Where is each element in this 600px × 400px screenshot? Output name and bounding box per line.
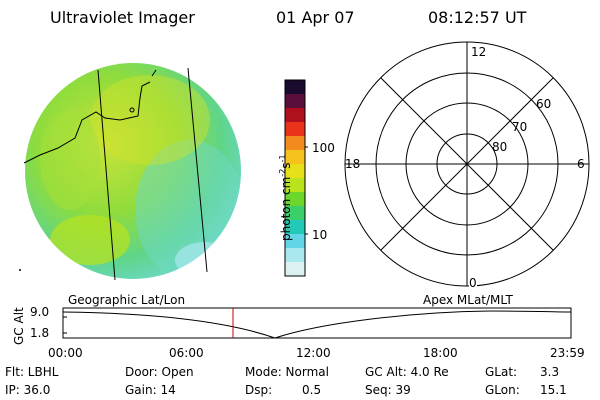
colorbar-swatches [285,80,305,277]
status-glat-label: GLat: [485,365,518,379]
colorbar-swatch [285,94,305,109]
polar-label-60: 60 [536,97,552,111]
status-gc-alt: GC Alt: 4.0 Re [365,365,449,379]
status-gain: Gain: 14 [125,383,176,397]
status-ip: IP: 36.0 [5,383,51,397]
colorbar-swatch [285,150,305,165]
status-dsp-label: Dsp: [245,383,273,397]
polar-label-18: 18 [345,157,361,171]
polar-label-0: 0 [469,276,477,290]
polar-label-12: 12 [471,45,487,59]
timeline-left-label: Geographic Lat/Lon [68,293,186,307]
status-mode: Mode: Normal [245,365,329,379]
timeline-frame [62,307,572,339]
status-filter: Flt: LBHL [5,365,59,379]
colorbar-swatch [285,206,305,221]
colorbar-swatch [285,262,305,277]
colorbar-swatch [285,178,305,193]
polar-label-70: 70 [512,120,528,134]
unit-exp-1: -2 [278,168,287,177]
colorbar-swatch [285,192,305,207]
timeline-plot [62,307,572,339]
colorbar-tick-10: 10 [312,228,328,242]
colorbar-frame [284,79,306,277]
colorbar-swatch [285,164,305,179]
time-label: 08:12:57 UT [428,8,527,27]
unit-exp-2: -1 [278,154,287,163]
colorbar-swatch [285,122,305,137]
uv-disk [25,63,241,279]
timeline-right-label: Apex MLat/MLT [423,293,513,307]
colorbar-unit-label: photon cm-2s-1 [278,154,293,241]
date-label: 01 Apr 07 [276,8,355,27]
colorbar-swatch [285,220,305,235]
colorbar-tick-100: 100 [312,141,335,155]
status-glon-label: GLon: [485,383,520,397]
timeline-xtick-0000: 00:00 [48,346,83,360]
status-glon-value: 15.1 [540,383,567,397]
polar-label-80: 80 [492,140,508,154]
geographic-grid-lines [23,67,208,281]
timeline-xtick-2359: 23:59 [550,346,585,360]
status-dsp-value: 0.5 [302,383,322,397]
status-glat-value: 3.3 [540,365,560,379]
polar-diagonal-2 [380,77,554,251]
timeline-ytick-min: 1.8 [30,326,50,340]
unit-mid: s [279,162,293,169]
timeline-ylabel: GC Alt [12,307,26,345]
status-door: Door: Open [125,365,194,379]
polar-plot [344,41,590,287]
timeline-ytick-max: 9.0 [30,305,50,319]
status-seq: Seq: 39 [365,383,411,397]
timeline-xtick-1800: 18:00 [423,346,458,360]
altitude-curve [62,310,572,339]
colorbar-swatch [285,136,305,151]
colorbar-swatch [285,248,305,263]
timeline-xtick-0600: 06:00 [169,346,204,360]
timeline-xtick-1200: 12:00 [296,346,331,360]
unit-base: photon cm [279,176,293,241]
colorbar [284,79,308,277]
uv-image-panel [19,63,241,281]
colorbar-swatch [285,234,305,249]
app-title: Ultraviolet Imager [50,8,195,27]
colorbar-swatch [285,80,305,95]
colorbar-swatch [285,108,305,123]
polar-label-6: 6 [577,157,585,171]
